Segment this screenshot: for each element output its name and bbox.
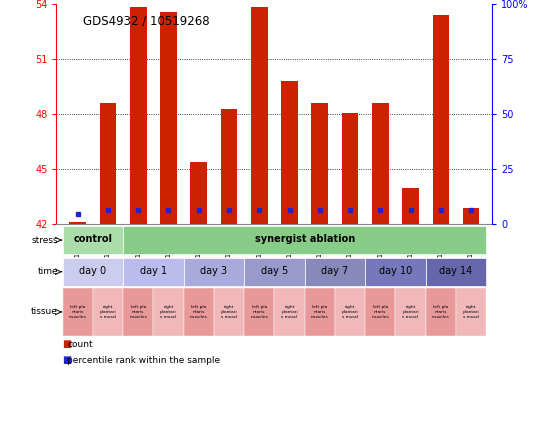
Bar [214,288,244,336]
Bar [365,288,395,336]
Text: percentile rank within the sample: percentile rank within the sample [67,356,220,365]
Bar [342,113,358,224]
Bar [426,288,456,336]
Bar [281,81,298,224]
Bar [190,162,207,224]
Text: right
plantari
s muscl: right plantari s muscl [160,305,177,319]
Text: synergist ablation: synergist ablation [254,234,355,244]
Text: day 3: day 3 [200,266,228,276]
Bar [433,15,449,224]
Bar [69,222,86,224]
Bar [244,258,305,286]
Text: control: control [73,234,112,244]
Bar [372,103,388,224]
Text: right
plantari
s muscl: right plantari s muscl [463,305,479,319]
Bar [62,258,123,286]
Text: left pla
ntaris
muscles: left pla ntaris muscles [129,305,147,319]
Bar [160,13,177,224]
Bar [130,7,146,224]
Text: ■: ■ [62,339,72,349]
Bar [221,109,237,224]
Text: day 10: day 10 [379,266,412,276]
Text: left pla
ntaris
muscles: left pla ntaris muscles [311,305,329,319]
Bar [244,288,274,336]
Bar [123,258,183,286]
Text: ■: ■ [62,355,72,365]
Bar [123,288,153,336]
Text: left pla
ntaris
muscles: left pla ntaris muscles [432,305,450,319]
Text: right
plantari
s muscl: right plantari s muscl [402,305,419,319]
Text: GDS4932 / 10519268: GDS4932 / 10519268 [83,14,210,27]
Text: day 5: day 5 [261,266,288,276]
Text: time: time [37,267,58,276]
Text: left pla
ntaris
muscles: left pla ntaris muscles [250,305,268,319]
Text: stress: stress [31,236,58,244]
Bar [395,288,426,336]
Bar [100,103,116,224]
Text: left pla
ntaris
muscles: left pla ntaris muscles [69,305,87,319]
Bar [456,288,486,336]
Bar [312,103,328,224]
Text: right
plantari
s muscl: right plantari s muscl [342,305,358,319]
Bar [305,288,335,336]
Bar [274,288,305,336]
Text: right
plantari
s muscl: right plantari s muscl [281,305,298,319]
Bar [335,288,365,336]
Bar [183,258,244,286]
Text: right
plantari
s muscl: right plantari s muscl [221,305,237,319]
Text: day 0: day 0 [79,266,107,276]
Bar [365,258,426,286]
Bar [251,7,267,224]
Bar [402,187,419,224]
Bar [62,226,123,254]
Bar [183,288,214,336]
Text: right
plantari
s muscl: right plantari s muscl [100,305,116,319]
Bar [463,208,479,224]
Bar [426,258,486,286]
Text: day 7: day 7 [321,266,349,276]
Bar [305,258,365,286]
Text: count: count [67,340,93,349]
Text: tissue: tissue [31,308,58,316]
Text: day 14: day 14 [440,266,472,276]
Text: day 1: day 1 [140,266,167,276]
Text: left pla
ntaris
muscles: left pla ntaris muscles [190,305,208,319]
Bar [153,288,183,336]
Bar [123,226,486,254]
Text: left pla
ntaris
muscles: left pla ntaris muscles [371,305,389,319]
Bar [93,288,123,336]
Bar [62,288,93,336]
